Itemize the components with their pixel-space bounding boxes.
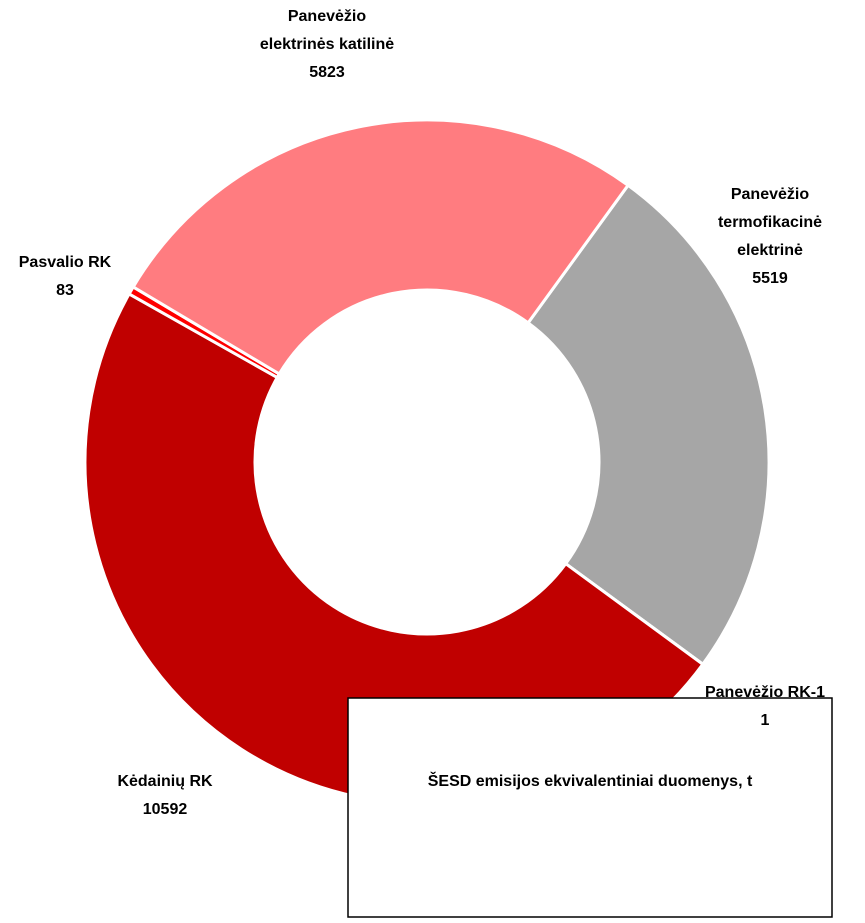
slice-value: 10592 bbox=[143, 801, 188, 818]
slice-label: Panevėžio bbox=[731, 186, 809, 203]
slice-value: 1 bbox=[761, 712, 770, 729]
slice-label: Kėdainių RK bbox=[117, 773, 213, 790]
title-box bbox=[347, 697, 833, 918]
slice-value: 5519 bbox=[752, 270, 788, 287]
slice-label: Panevėžio bbox=[288, 8, 366, 25]
slice-value: 83 bbox=[56, 282, 74, 299]
slice-label: termofikacinė bbox=[718, 214, 822, 231]
slice-value: 5823 bbox=[309, 64, 345, 81]
slice-label: elektrinės katilinė bbox=[260, 36, 394, 53]
chart-title: ŠESD emisijos ekvivalentiniai duomenys, … bbox=[428, 771, 753, 790]
slice-label: elektrinė bbox=[737, 242, 803, 259]
donut-slice bbox=[526, 183, 771, 667]
slice-label: Panevėžio RK-1 bbox=[705, 684, 825, 701]
slice-label: Pasvalio RK bbox=[19, 254, 112, 271]
donut-slice bbox=[131, 118, 631, 377]
